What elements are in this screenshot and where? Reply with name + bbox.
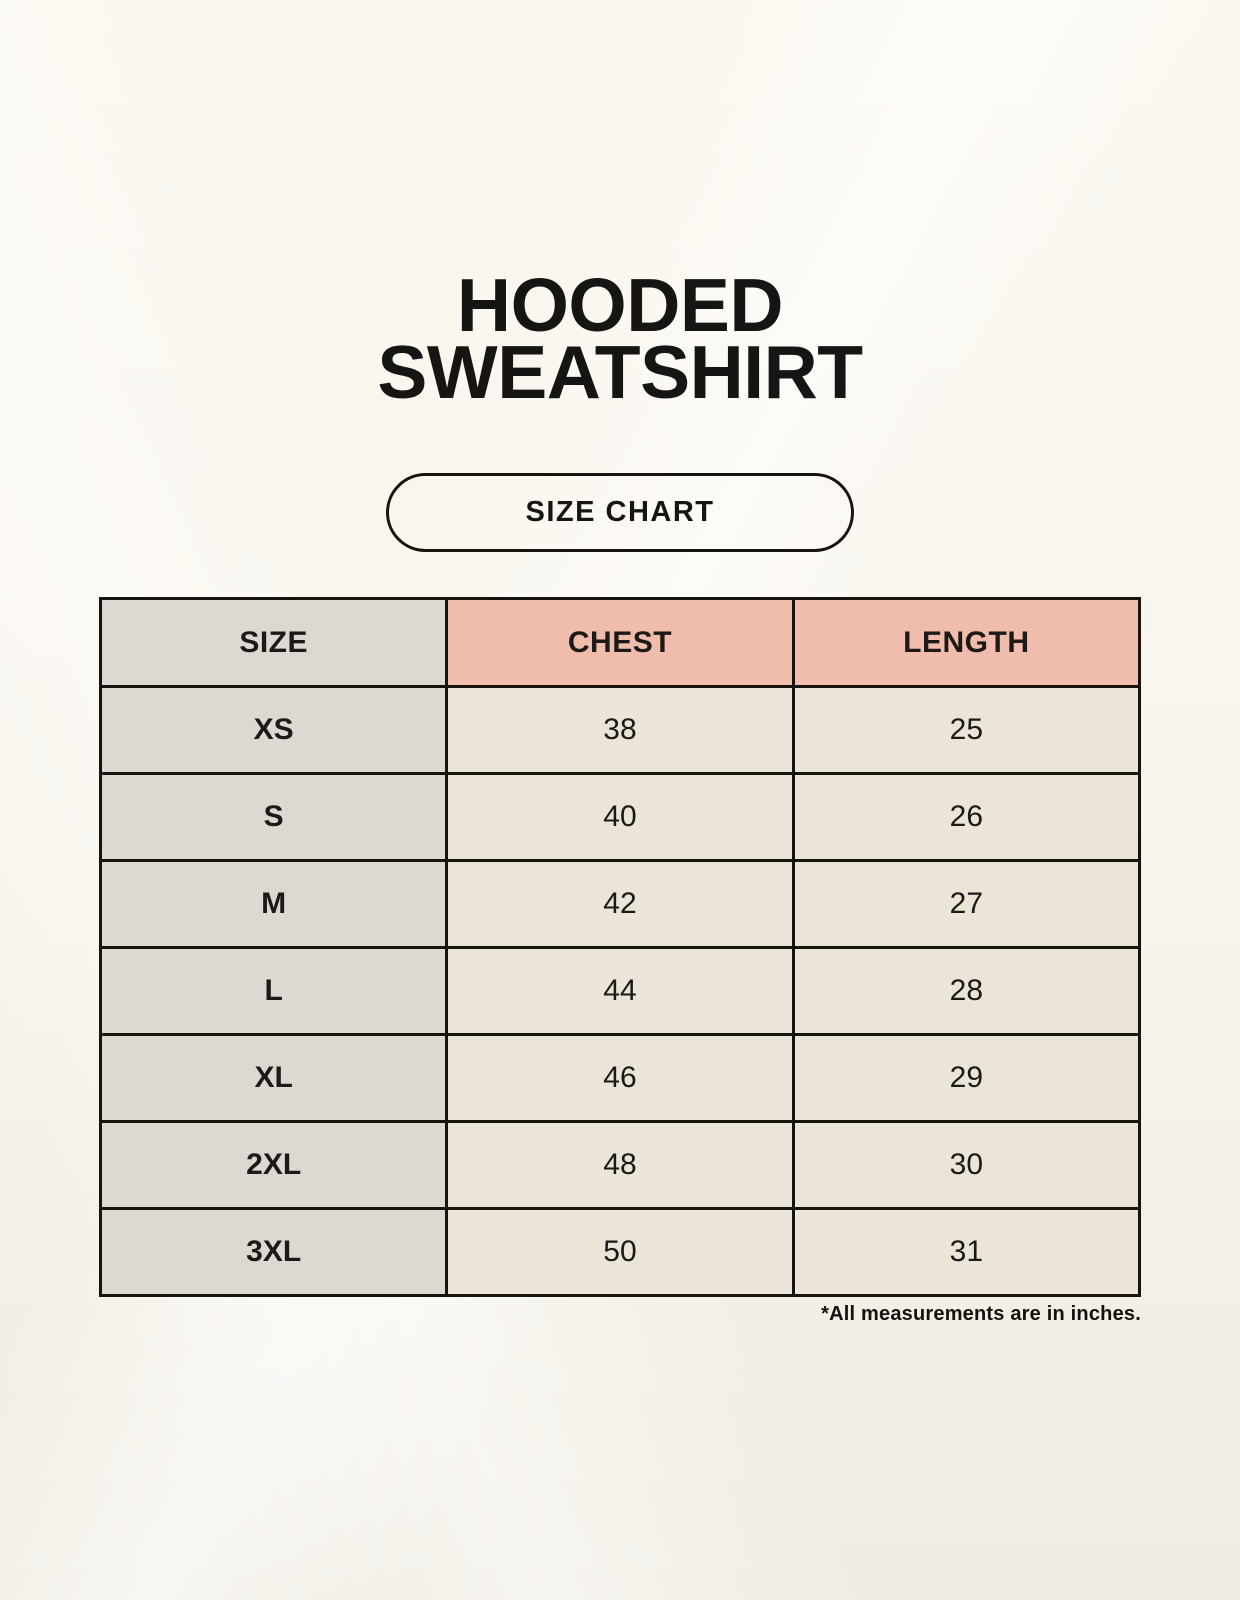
length-value-cell: 28 [791, 946, 1142, 1036]
size-label-cell: M [98, 859, 449, 949]
size-label-cell: 3XL [98, 1207, 449, 1297]
length-value-cell: 29 [791, 1033, 1142, 1123]
chest-value-cell: 42 [445, 859, 795, 949]
chest-value-cell: 50 [445, 1207, 795, 1297]
size-table: SIZE CHEST LENGTH XS 38 25 S 40 26 M [98, 597, 1142, 1297]
size-label-cell: XL [98, 1033, 449, 1123]
size-label-cell: XS [98, 685, 449, 775]
table-row: 2XL 48 30 [98, 1120, 1142, 1210]
length-value-cell: 30 [791, 1120, 1142, 1210]
chest-value-cell: 38 [445, 685, 795, 775]
length-value-cell: 27 [791, 859, 1142, 949]
chest-value-cell: 46 [445, 1033, 795, 1123]
size-table-section: SIZE CHEST LENGTH XS 38 25 S 40 26 M [98, 597, 1142, 1326]
table-row: M 42 27 [98, 859, 1142, 949]
table-row: S 40 26 [98, 772, 1142, 862]
size-chart-badge-label: SIZE CHART [525, 496, 715, 528]
table-header-row: SIZE CHEST LENGTH [98, 597, 1142, 688]
size-label-cell: S [98, 772, 449, 862]
chest-value-cell: 48 [445, 1120, 795, 1210]
column-header-length: LENGTH [791, 597, 1142, 688]
chest-value-cell: 44 [445, 946, 795, 1036]
column-header-chest: CHEST [445, 597, 795, 688]
page-title: HOODED SWEATSHIRT [0, 263, 1240, 414]
table-row: L 44 28 [98, 946, 1142, 1036]
size-chart-badge[interactable]: SIZE CHART [386, 473, 854, 552]
length-value-cell: 31 [791, 1207, 1142, 1297]
size-label-cell: 2XL [98, 1120, 449, 1210]
page-title-line-2: SWEATSHIRT [377, 330, 863, 414]
measurements-footnote: *All measurements are in inches. [821, 1303, 1141, 1325]
length-value-cell: 26 [791, 772, 1142, 862]
page-title-line-1: HOODED [456, 263, 784, 347]
chest-value-cell: 40 [445, 772, 795, 862]
column-header-size: SIZE [98, 597, 449, 688]
table-row: XL 46 29 [98, 1033, 1142, 1123]
size-label-cell: L [98, 946, 449, 1036]
table-row: 3XL 50 31 [98, 1207, 1142, 1297]
table-row: XS 38 25 [98, 685, 1142, 775]
length-value-cell: 25 [791, 685, 1142, 775]
